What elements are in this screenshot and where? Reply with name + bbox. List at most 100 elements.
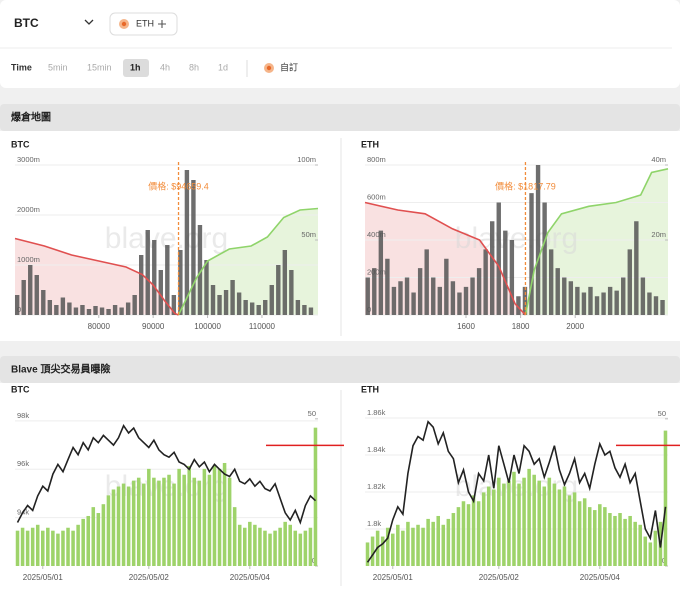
- bar: [282, 250, 288, 315]
- bar: [276, 265, 281, 315]
- bar: [593, 510, 597, 566]
- y2-tick-label: 40m: [651, 155, 666, 164]
- price-label: 價格: $94659.4: [148, 180, 209, 191]
- bar: [182, 474, 186, 566]
- bar: [607, 286, 613, 315]
- bar: [633, 521, 637, 566]
- bar: [93, 306, 98, 315]
- bar: [81, 518, 85, 566]
- bar: [444, 258, 449, 315]
- bar: [86, 309, 92, 315]
- time-option[interactable]: 5min: [48, 62, 68, 72]
- x-tick-label: 1800: [512, 322, 530, 331]
- add-icon[interactable]: [158, 20, 166, 28]
- y-tick-label: 800m: [367, 155, 386, 164]
- bar: [557, 489, 562, 566]
- bar: [248, 521, 252, 566]
- bar: [172, 483, 176, 566]
- time-option[interactable]: 15min: [87, 62, 112, 72]
- bar: [34, 275, 39, 315]
- bar: [365, 277, 370, 315]
- bar: [378, 230, 384, 315]
- bar: [476, 501, 481, 566]
- time-option[interactable]: 1d: [218, 62, 228, 72]
- section-header: [0, 104, 680, 131]
- bar: [587, 507, 592, 566]
- bar: [60, 297, 66, 315]
- bar: [269, 285, 274, 315]
- option-selected-bg: [123, 59, 149, 77]
- bar: [621, 277, 626, 315]
- x-tick-label: 2025/05/02: [129, 573, 170, 582]
- bar: [142, 483, 146, 566]
- bar: [598, 504, 602, 566]
- bar: [249, 302, 255, 315]
- y-tick-label: 1000m: [17, 255, 40, 264]
- bar: [572, 492, 577, 566]
- bar: [451, 513, 456, 566]
- bar: [370, 536, 375, 566]
- bar: [67, 302, 72, 315]
- time-option[interactable]: 4h: [160, 62, 170, 72]
- bar: [217, 295, 222, 315]
- bar: [223, 290, 229, 315]
- bar: [178, 250, 183, 315]
- bar: [119, 307, 124, 315]
- bar: [256, 305, 261, 315]
- bar: [136, 477, 141, 566]
- chevron[interactable]: [84, 19, 94, 25]
- bar: [421, 527, 425, 566]
- time-option[interactable]: 1h: [130, 62, 141, 72]
- bar: [640, 277, 646, 315]
- bar: [313, 427, 318, 566]
- bar: [192, 477, 197, 566]
- x-tick-label: 1600: [457, 322, 475, 331]
- symbol-select[interactable]: BTC: [14, 16, 39, 30]
- bar: [41, 290, 46, 315]
- bar: [167, 474, 171, 566]
- bar: [165, 245, 170, 315]
- bar: [91, 507, 96, 566]
- bar: [529, 193, 534, 315]
- bar: [470, 277, 475, 315]
- area-fill: [15, 238, 179, 315]
- bar: [555, 268, 560, 315]
- bar: [222, 462, 227, 566]
- bar: [404, 277, 410, 315]
- bar: [568, 281, 574, 315]
- bar: [522, 477, 526, 566]
- bar: [496, 202, 501, 315]
- custom-button[interactable]: 自訂: [280, 61, 298, 72]
- bar: [152, 240, 157, 315]
- chip[interactable]: [109, 12, 178, 36]
- y-tick-label: 1.82k: [367, 482, 386, 491]
- bar: [463, 286, 469, 315]
- bar: [547, 477, 552, 566]
- bar: [466, 504, 471, 566]
- time-option[interactable]: 8h: [189, 62, 199, 72]
- bar: [28, 265, 33, 315]
- bar: [663, 430, 668, 566]
- bar: [527, 468, 531, 566]
- bar: [236, 292, 242, 315]
- bar: [490, 221, 495, 315]
- custom-icon-dot: [266, 65, 272, 71]
- bar: [14, 295, 20, 315]
- bar: [411, 527, 415, 566]
- bar: [139, 255, 144, 315]
- bar: [171, 295, 177, 315]
- bar: [54, 305, 59, 315]
- bar: [258, 527, 262, 566]
- bar: [431, 521, 435, 566]
- x-tick-label: 2025/05/04: [580, 573, 621, 582]
- chart-title: BTC: [11, 384, 30, 394]
- bar: [111, 489, 116, 566]
- chip-label[interactable]: ETH: [136, 18, 154, 28]
- bar: [212, 465, 217, 566]
- bar: [581, 292, 587, 315]
- bar: [157, 480, 161, 566]
- bar: [145, 230, 150, 315]
- y2-tick-label: 50: [308, 409, 316, 418]
- bar: [25, 530, 30, 566]
- time-label: Time: [11, 62, 32, 72]
